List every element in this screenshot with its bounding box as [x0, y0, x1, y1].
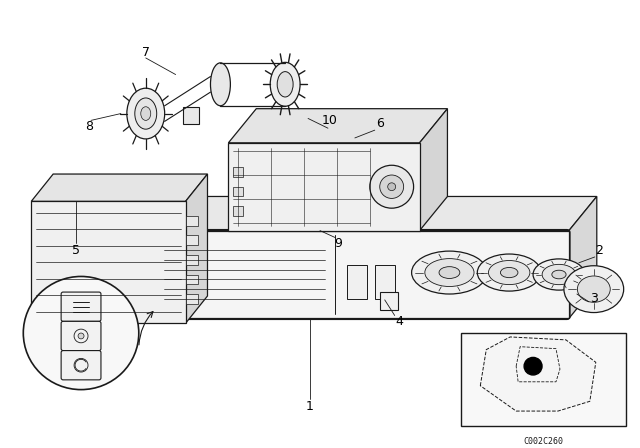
Bar [380, 292, 397, 310]
Ellipse shape [141, 107, 151, 121]
Ellipse shape [135, 98, 157, 129]
Polygon shape [228, 143, 420, 231]
Ellipse shape [564, 266, 623, 313]
Ellipse shape [425, 258, 474, 287]
Text: 8: 8 [85, 120, 93, 133]
Text: 2: 2 [595, 244, 603, 257]
Text: 3: 3 [590, 293, 598, 306]
Text: 4: 4 [396, 315, 404, 328]
Polygon shape [516, 347, 560, 382]
Polygon shape [156, 197, 596, 231]
Polygon shape [480, 337, 596, 411]
Text: 6: 6 [376, 117, 383, 130]
Ellipse shape [542, 264, 576, 284]
Text: 5: 5 [72, 244, 80, 257]
Text: C002C260: C002C260 [523, 437, 563, 446]
Bar [186, 275, 198, 284]
Bar [186, 294, 198, 304]
Bar [186, 255, 198, 265]
Ellipse shape [211, 63, 230, 106]
Ellipse shape [552, 270, 566, 279]
Ellipse shape [533, 259, 585, 290]
Ellipse shape [270, 62, 300, 106]
Bar [182, 107, 198, 124]
Bar [347, 265, 367, 299]
Ellipse shape [500, 267, 518, 278]
Circle shape [388, 183, 396, 190]
Text: 7: 7 [141, 46, 150, 59]
Bar [461, 333, 626, 426]
FancyBboxPatch shape [61, 292, 101, 321]
Circle shape [380, 175, 404, 198]
Polygon shape [31, 174, 207, 201]
Circle shape [78, 333, 84, 339]
Bar [234, 206, 243, 216]
FancyBboxPatch shape [61, 321, 101, 351]
Ellipse shape [577, 276, 610, 302]
Polygon shape [186, 174, 207, 323]
Ellipse shape [127, 88, 164, 139]
Bar [375, 265, 395, 299]
Polygon shape [31, 201, 186, 323]
Text: 9: 9 [334, 237, 342, 250]
Circle shape [524, 358, 542, 375]
Ellipse shape [277, 72, 293, 97]
Ellipse shape [488, 260, 530, 284]
Bar [186, 236, 198, 245]
Polygon shape [420, 109, 447, 231]
Circle shape [370, 165, 413, 208]
FancyBboxPatch shape [61, 351, 101, 380]
Polygon shape [569, 197, 596, 319]
Bar [234, 167, 243, 177]
Ellipse shape [439, 267, 460, 279]
Text: 10: 10 [322, 114, 338, 127]
Polygon shape [156, 231, 569, 319]
Bar [186, 216, 198, 226]
Circle shape [23, 276, 139, 390]
Text: 1: 1 [306, 400, 314, 413]
Ellipse shape [477, 254, 541, 291]
Bar [234, 187, 243, 197]
Ellipse shape [412, 251, 487, 294]
Polygon shape [228, 109, 447, 143]
